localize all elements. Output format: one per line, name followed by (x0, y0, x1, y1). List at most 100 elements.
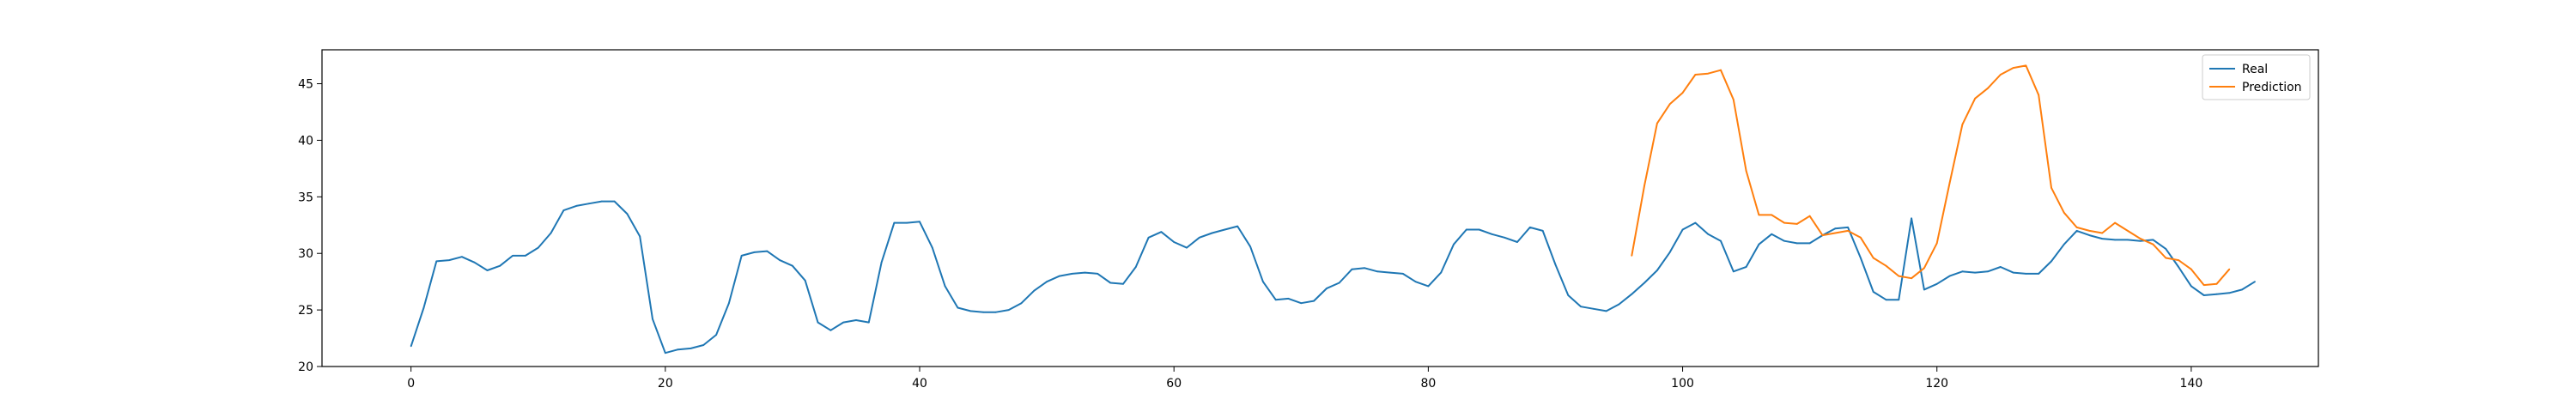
y-tick-label: 20 (298, 360, 313, 374)
real-data-point (740, 255, 743, 257)
prediction-data-point (1668, 103, 1671, 106)
real-data-point (931, 246, 933, 249)
real-data-point (1834, 227, 1837, 230)
x-tick-label: 40 (912, 377, 927, 391)
real-data-point (1720, 239, 1722, 242)
prediction-data-point (1974, 97, 1977, 100)
real-data-point (1795, 242, 1798, 245)
prediction-data-point (2215, 282, 2218, 285)
real-data-point (1453, 243, 1455, 245)
real-data-point (1745, 266, 1747, 268)
real-data-point (969, 310, 972, 312)
prediction-data-point (1821, 234, 1824, 236)
x-tick-label: 0 (407, 377, 415, 391)
real-data-point (1771, 233, 1773, 235)
real-data-point (1847, 227, 1850, 228)
prediction-data-point (1961, 124, 1964, 125)
legend-label-real: Real (2242, 63, 2268, 76)
real-data-point (575, 205, 578, 207)
prediction-data-point (2178, 259, 2180, 261)
real-data-point (982, 311, 984, 313)
real-data-point (1631, 293, 1633, 295)
real-data-point (944, 285, 946, 288)
prediction-data-point (1987, 87, 1989, 89)
real-data-point (1885, 299, 1887, 301)
real-data-point (1249, 245, 1251, 248)
prediction-data-point (2075, 227, 2078, 228)
real-data-point (461, 256, 463, 258)
plot-content (410, 64, 2256, 354)
real-data-point (1401, 273, 1404, 275)
real-data-point (1707, 233, 1710, 235)
real-data-point (1465, 228, 1467, 231)
y-tick-label: 30 (298, 247, 313, 261)
real-data-point (1974, 271, 1977, 274)
x-tick-label: 80 (1420, 377, 1436, 391)
prediction-data-point (1923, 267, 1925, 270)
real-data-point (753, 251, 756, 253)
real-data-point (2228, 292, 2231, 294)
x-tick-label: 60 (1166, 377, 1182, 391)
real-data-point (1084, 271, 1086, 274)
real-data-point (1999, 266, 2002, 268)
real-data-point (1987, 270, 1989, 273)
x-tick-label: 20 (658, 377, 673, 391)
real-data-point (1262, 281, 1264, 283)
real-data-point (1389, 271, 1391, 274)
real-data-point (410, 345, 412, 348)
plot-area-frame (321, 49, 2319, 367)
prediction-data-point (2114, 221, 2117, 224)
real-data-point (1605, 310, 1607, 312)
prediction-points (1631, 64, 2231, 286)
real-data-point (715, 334, 717, 336)
y-tick-label: 35 (298, 191, 313, 204)
real-data-point (664, 352, 666, 354)
real-data-point (1186, 246, 1188, 249)
prediction-data-point (1631, 255, 1633, 257)
real-data-point (1758, 243, 1760, 245)
prediction-data-point (2050, 186, 2052, 189)
real-points (410, 200, 2256, 354)
real-data-point (1935, 282, 1938, 285)
real-data-point (639, 235, 641, 238)
real-data-point (2101, 238, 2104, 239)
real-data-point (1326, 288, 1327, 289)
real-data-point (702, 344, 705, 346)
real-data-point (1911, 217, 1913, 220)
real-data-point (1134, 266, 1137, 268)
prediction-data-point (2063, 211, 2065, 214)
real-data-point (728, 302, 730, 305)
real-data-point (1872, 291, 1874, 293)
prediction-data-point (1860, 236, 1862, 239)
prediction-data-point (1745, 170, 1747, 172)
real-data-point (2088, 234, 2091, 236)
real-data-point (893, 221, 896, 224)
real-data-point (2165, 248, 2167, 250)
real-data-point (499, 264, 501, 267)
prediction-data-point (1999, 74, 2002, 76)
real-data-point (550, 232, 552, 234)
real-data-point (906, 221, 908, 224)
real-data-point (2038, 273, 2040, 275)
prediction-data-point (1898, 275, 1900, 277)
prediction-data-point (1681, 92, 1684, 94)
real-data-point (1668, 251, 1671, 253)
real-data-point (690, 348, 692, 349)
real-data-point (626, 213, 629, 215)
prediction-data-point (1935, 242, 1938, 245)
y-axis: 20 25 30 35 40 45 (298, 78, 322, 374)
prediction-data-point (1795, 223, 1798, 225)
real-data-point (1593, 307, 1595, 310)
real-data-point (2114, 239, 2117, 241)
prediction-data-point (1707, 72, 1710, 75)
real-data-point (1427, 285, 1430, 288)
real-data-point (1783, 239, 1785, 242)
real-data-point (1122, 282, 1124, 285)
real-data-point (1300, 302, 1303, 305)
prediction-data-point (2127, 230, 2129, 232)
real-data-point (1504, 236, 1506, 239)
real-data-point (525, 255, 526, 257)
prediction-data-point (1834, 232, 1837, 234)
real-data-point (1923, 288, 1925, 291)
